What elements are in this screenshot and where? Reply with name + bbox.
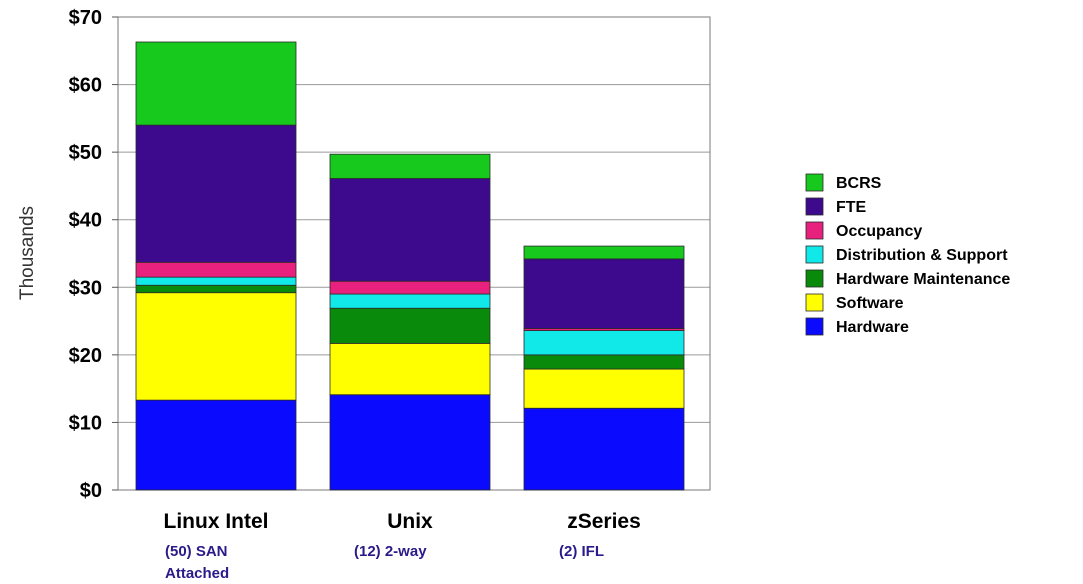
- bar-segment-bcrs: [523, 245, 685, 260]
- legend-label: Occupancy: [836, 223, 922, 240]
- legend-swatch: [805, 317, 824, 336]
- category-note: (50) SAN Attached: [165, 543, 229, 582]
- bar-segment-hardware-maintenance: [135, 284, 297, 294]
- x-tick-label: Unix: [387, 510, 433, 533]
- legend-label: Hardware: [836, 319, 909, 336]
- bar-segment-fte: [135, 124, 297, 263]
- legend: BCRS FTE Occupancy Distribution & Support Ha…: [805, 173, 1010, 336]
- y-tick-label: $40: [69, 210, 102, 232]
- bars: [135, 41, 685, 491]
- bar-segment-distribution-support: [135, 276, 297, 286]
- legend-swatch: [805, 173, 824, 192]
- bar-segment-software: [523, 368, 685, 409]
- y-tick-label: $50: [69, 142, 102, 164]
- x-axis-labels: Linux Intel Unix zSeries (50) SAN Attached (1…: [164, 510, 641, 582]
- bar-segment-hardware: [329, 394, 491, 491]
- x-tick-label: zSeries: [567, 510, 641, 533]
- y-axis-ticks: $0 $10 $20 $30 $40 $50 $60 $70: [69, 7, 118, 502]
- bar-segment-occupancy: [329, 280, 491, 295]
- legend-swatch: [805, 245, 824, 264]
- legend-swatch: [805, 269, 824, 288]
- bar-segment-occupancy: [135, 261, 297, 278]
- bar-segment-fte: [523, 258, 685, 329]
- bar-segment-hardware-maintenance: [523, 354, 685, 370]
- bar-segment-software: [135, 292, 297, 401]
- bar-segment-hardware: [135, 399, 297, 491]
- bar-segment-hardware-maintenance: [329, 307, 491, 344]
- legend-label: Distribution & Support: [836, 247, 1008, 264]
- bar-segment-distribution-support: [523, 330, 685, 356]
- y-axis-title: Thousands: [17, 206, 38, 300]
- legend-label: FTE: [836, 199, 867, 216]
- legend-label: BCRS: [836, 175, 882, 192]
- bar-segment-bcrs: [329, 153, 491, 179]
- bar-segment-hardware: [523, 407, 685, 491]
- category-note: (2) IFL: [559, 543, 604, 560]
- y-tick-label: $70: [69, 7, 102, 29]
- y-tick-label: $20: [69, 345, 102, 367]
- legend-label: Software: [836, 295, 904, 312]
- y-tick-label: $0: [80, 480, 102, 502]
- y-tick-label: $30: [69, 277, 102, 299]
- legend-swatch: [805, 197, 824, 216]
- bar-segment-bcrs: [135, 41, 297, 126]
- category-note: (12) 2-way: [354, 543, 427, 560]
- legend-swatch: [805, 221, 824, 240]
- legend-label: Hardware Maintenance: [836, 271, 1010, 288]
- bar-segment-distribution-support: [329, 293, 491, 309]
- bar-segment-software: [329, 342, 491, 396]
- legend-swatch: [805, 293, 824, 312]
- bar-segment-fte: [329, 178, 491, 282]
- x-tick-label: Linux Intel: [164, 510, 269, 533]
- y-tick-label: $10: [69, 412, 102, 434]
- y-tick-label: $60: [69, 75, 102, 97]
